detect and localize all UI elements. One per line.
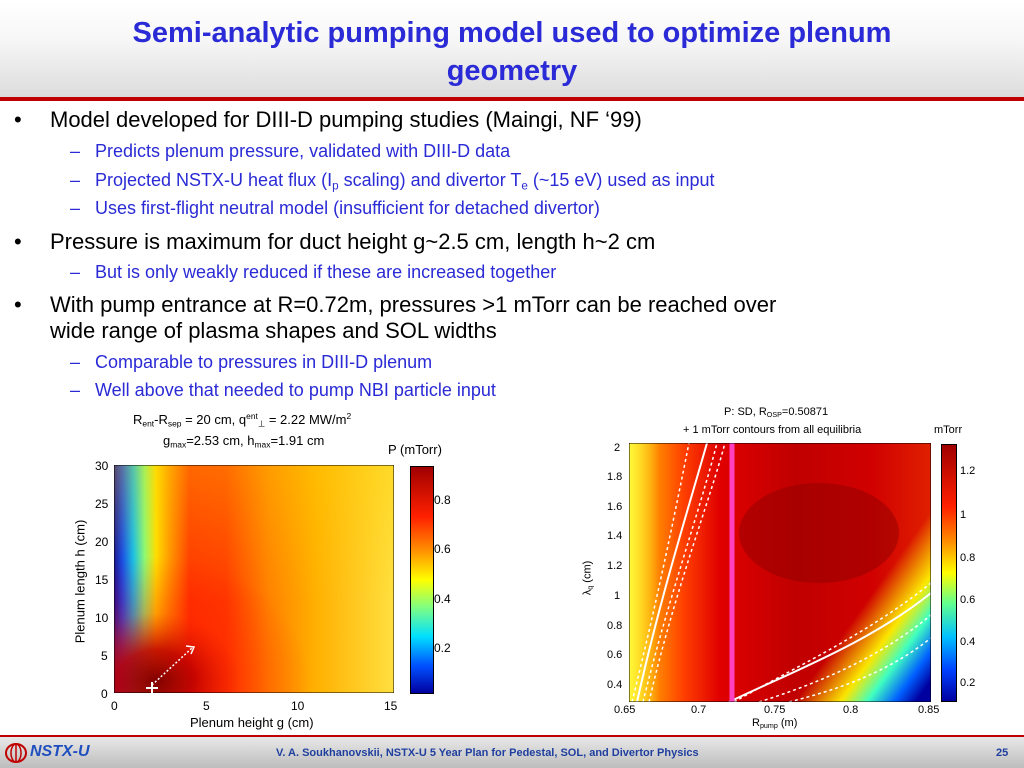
nstx-logo-icon — [5, 743, 27, 763]
right-cbar-tick: 0.8 — [960, 552, 976, 564]
footer-divider — [0, 735, 1024, 737]
left-ylabel: Plenum length h (cm) — [72, 519, 88, 644]
slide-title-line2: geometry — [446, 55, 578, 87]
right-cbar-tick: 1 — [960, 509, 967, 521]
optimum-marker — [146, 682, 158, 693]
right-ytick: 0.8 — [607, 620, 623, 632]
right-xtick: 0.8 — [843, 704, 859, 716]
right-ytick: 1.8 — [607, 471, 623, 483]
left-xlabel: Plenum height g (cm) — [190, 715, 314, 730]
left-ytick: 30 — [95, 459, 109, 473]
left-cbar-tick: 0.4 — [434, 592, 451, 606]
right-ytick: 1 — [614, 590, 621, 602]
left-ytick: 0 — [101, 687, 108, 701]
right-xtick: 0.85 — [918, 704, 940, 716]
sub-bullet-text: Uses first-flight neutral model (insuffi… — [95, 198, 600, 218]
slide-title: Semi-analytic pumping model used to opti… — [40, 14, 984, 90]
left-xtick: 15 — [384, 699, 398, 713]
footer: NSTX-U V. A. Soukhanovskii, NSTX-U 5 Yea… — [0, 737, 1024, 768]
footer-logo-text: NSTX-U — [30, 743, 90, 760]
right-xtick: 0.7 — [691, 704, 707, 716]
right-ytick: 1.2 — [607, 560, 623, 572]
right-xtick: 0.65 — [614, 704, 636, 716]
optimum-arrow — [151, 647, 193, 686]
title-divider — [0, 97, 1024, 101]
footer-citation: V. A. Soukhanovskii, NSTX-U 5 Year Plan … — [276, 747, 699, 759]
sub-bullet-text: Projected NSTX-U heat flux (Ip scaling) … — [95, 170, 715, 193]
sub-bullet-text: Well above that needed to pump NBI parti… — [95, 380, 496, 400]
left-ytick: 10 — [95, 611, 109, 625]
left-heatmap — [114, 465, 394, 693]
left-ytick: 20 — [95, 535, 109, 549]
right-ytick: 0.4 — [607, 679, 623, 691]
bullet-text: wide range of plasma shapes and SOL widt… — [50, 318, 497, 343]
right-cbar-tick: 0.2 — [960, 677, 976, 689]
left-cbar-tick: 0.2 — [434, 641, 451, 655]
sub-bullet-text: But is only weakly reduced if these are … — [95, 262, 557, 282]
right-xlabel: Rpump (m) — [752, 717, 798, 731]
right-heatmap — [629, 443, 931, 702]
left-plot-info-line1: Rent-Rsep = 20 cm, qent⊥ = 2.22 MW/m2 — [133, 410, 352, 429]
title-bar: Semi-analytic pumping model used to opti… — [0, 0, 1024, 97]
right-ylabel: λq (cm) — [581, 560, 595, 596]
bullet-3-line2: wide range of plasma shapes and SOL widt… — [50, 318, 497, 343]
left-cbar-tick: 0.8 — [434, 493, 451, 507]
slide-title-line1: Semi-analytic pumping model used to opti… — [132, 17, 892, 49]
bullet-text: With pump entrance at R=0.72m, pressures… — [50, 292, 777, 317]
bullet-text: Model developed for DIII-D pumping studi… — [50, 107, 642, 132]
right-ytick: 0.6 — [607, 649, 623, 661]
right-ytick: 1.6 — [607, 501, 623, 513]
page-number: 25 — [996, 747, 1009, 759]
contour-line — [636, 443, 708, 702]
right-plot-title-line2: + 1 mTorr contours from all equilibria — [683, 424, 862, 436]
left-cbar-tick: 0.6 — [434, 542, 451, 556]
left-ytick: 15 — [95, 573, 109, 587]
left-xtick: 0 — [111, 699, 118, 713]
left-colorbar — [410, 466, 434, 694]
bullet-dot: • — [14, 107, 22, 132]
right-xtick: 0.75 — [764, 704, 786, 716]
left-colorbar-label: P (mTorr) — [388, 442, 442, 457]
right-plot-title-line1: P: SD, ROSP=0.50871 — [724, 406, 829, 420]
right-ytick: 1.4 — [607, 530, 623, 542]
sub-bullet-text: Comparable to pressures in DIII-D plenum — [95, 352, 433, 372]
right-cbar-tick: 0.4 — [960, 636, 976, 648]
right-cbar-tick: 0.6 — [960, 594, 976, 606]
left-ytick: 25 — [95, 497, 109, 511]
right-colorbar — [941, 444, 957, 702]
sub-bullet-text: Predicts plenum pressure, validated with… — [95, 141, 511, 161]
right-colorbar-label: mTorr — [934, 424, 963, 436]
left-xtick: 5 — [203, 699, 210, 713]
bullet-text: Pressure is maximum for duct height g~2.… — [50, 229, 656, 254]
left-plot-info-line2: gmax=2.53 cm, hmax=1.91 cm — [163, 433, 325, 450]
left-ytick: 5 — [101, 649, 108, 663]
left-xtick: 10 — [291, 699, 305, 713]
right-cbar-tick: 1.2 — [960, 465, 976, 477]
right-ytick: 2 — [614, 442, 621, 454]
